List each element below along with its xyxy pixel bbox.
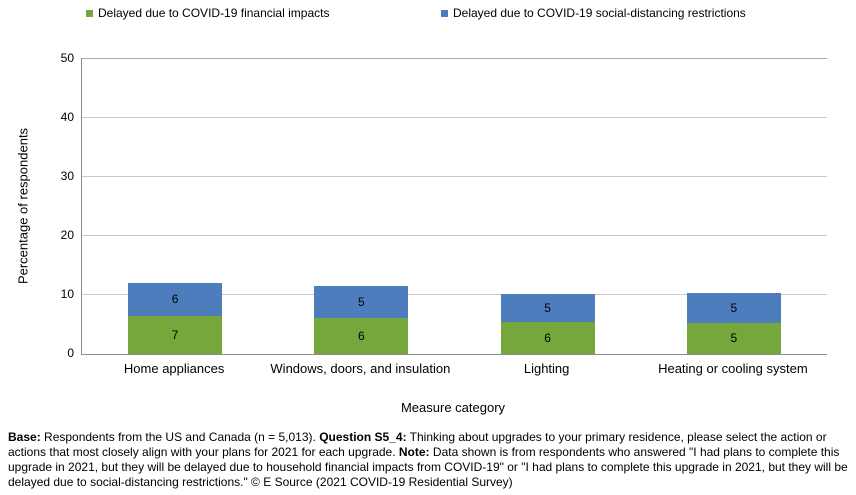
gridline [82, 176, 827, 177]
gridline [82, 235, 827, 236]
gridline [82, 117, 827, 118]
y-tick-label: 20 [60, 228, 74, 242]
bar-value-label: 6 [544, 330, 551, 345]
legend-label-financial: Delayed due to COVID-19 financial impact… [98, 6, 330, 20]
y-tick-label: 10 [60, 287, 74, 301]
footnote-segment: Base: [8, 430, 41, 444]
x-category-label: Home appliances [123, 361, 225, 376]
gridline [82, 294, 827, 295]
bar-segment-social-distancing: 5 [314, 286, 409, 319]
footnote-segment: Note: [398, 445, 430, 459]
x-category-label: Windows, doors, and insulation [270, 361, 451, 376]
bar-value-label: 5 [730, 300, 738, 315]
x-category-label: Lighting [523, 361, 570, 376]
y-tick-label: 30 [60, 169, 74, 183]
y-tick-label: 40 [60, 110, 74, 124]
bar-segment-financial: 5 [686, 322, 781, 354]
bar-value-label: 7 [171, 327, 179, 342]
legend-label-social-distancing: Delayed due to COVID-19 social-distancin… [453, 6, 746, 20]
bar-value-label: 5 [358, 295, 365, 310]
x-axis-title: Measure category [400, 400, 506, 415]
bar-value-label: 6 [171, 292, 179, 307]
y-tick-label: 50 [60, 51, 74, 65]
bar-value-label: 5 [730, 331, 738, 346]
legend-swatch-social-distancing-icon [441, 9, 448, 17]
footnote-segment: Thinking about upgrades to your primary … [8, 430, 827, 459]
x-category-label: Heating or cooling system [658, 361, 808, 376]
bar-segment-social-distancing: 5 [686, 292, 781, 323]
legend-swatch-financial-icon [86, 9, 93, 17]
legend-item-financial: Delayed due to COVID-19 financial impact… [86, 6, 329, 20]
bar-segment-social-distancing: 6 [128, 282, 223, 316]
bar-segment-financial: 7 [128, 315, 223, 354]
footnote: Base: Respondents from the US and Canada… [8, 430, 854, 490]
bar-segment-financial: 6 [500, 321, 595, 354]
footnote-segment: Data shown is from respondents who answe… [8, 445, 848, 489]
y-axis-title: Percentage of respondents [15, 127, 31, 285]
y-tick-label: 0 [67, 346, 74, 360]
bar-segment-financial: 6 [314, 318, 409, 354]
bar-value-label: 5 [544, 300, 551, 315]
legend-item-social-distancing: Delayed due to COVID-19 social-distancin… [441, 6, 746, 20]
footnote-segment: Question S5_4: [319, 430, 407, 444]
bar-value-label: 6 [358, 329, 365, 343]
bar-segment-social-distancing: 5 [500, 293, 595, 322]
footnote-segment: Respondents from the US and Canada (n = … [40, 430, 320, 444]
